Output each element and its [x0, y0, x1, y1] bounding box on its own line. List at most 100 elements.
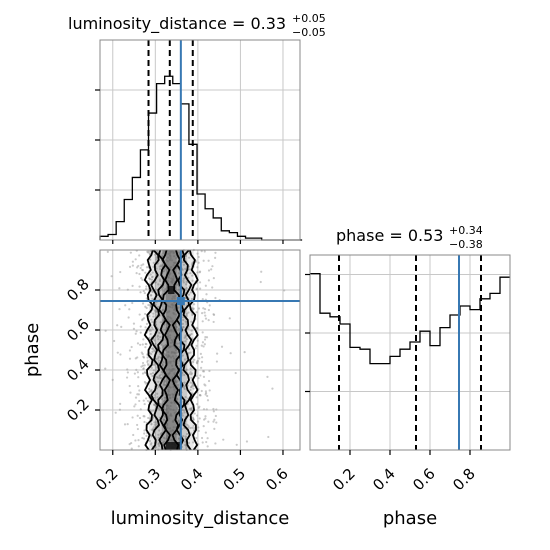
- scatter-point: [141, 318, 144, 321]
- scatter-point: [243, 350, 246, 354]
- scatter-point: [207, 269, 211, 272]
- scatter-point: [154, 288, 157, 291]
- scatter-point: [191, 313, 194, 317]
- scatter-point: [131, 416, 134, 419]
- scatter-point: [166, 256, 170, 259]
- scatter-point: [182, 260, 185, 264]
- scatter-point: [182, 279, 185, 282]
- scatter-point: [169, 305, 172, 308]
- scatter-point: [157, 385, 161, 388]
- scatter-point: [130, 345, 133, 349]
- scatter-point: [171, 429, 174, 432]
- scatter-point: [162, 361, 165, 364]
- scatter-point: [170, 329, 173, 332]
- scatter-point: [166, 424, 169, 427]
- scatter-point: [177, 272, 181, 275]
- scatter-point: [138, 272, 141, 276]
- scatter-point: [189, 291, 192, 294]
- scatter-point: [182, 263, 185, 266]
- scatter-point: [136, 427, 140, 431]
- scatter-point: [166, 404, 169, 407]
- scatter-point: [215, 360, 218, 363]
- scatter-point: [169, 250, 173, 254]
- scatter-point: [150, 423, 153, 426]
- scatter-point: [152, 315, 155, 318]
- scatter-point: [169, 334, 172, 337]
- scatter-point: [192, 424, 195, 427]
- scatter-point: [151, 350, 154, 353]
- scatter-point: [195, 311, 198, 314]
- scatter-point: [143, 415, 146, 418]
- scatter-point: [188, 347, 191, 350]
- scatter-point: [204, 417, 207, 420]
- scatter-point: [153, 339, 156, 342]
- scatter-point: [167, 276, 170, 279]
- scatter-point: [149, 258, 152, 261]
- scatter-point: [204, 393, 207, 396]
- contour-0-right: [188, 249, 199, 451]
- scatter-point: [157, 338, 160, 341]
- scatter-point: [151, 271, 154, 274]
- scatter-point: [214, 296, 217, 300]
- scatter-point: [129, 391, 132, 394]
- scatter-point: [116, 324, 119, 327]
- scatter-point: [200, 356, 204, 359]
- scatter-point: [106, 250, 109, 253]
- scatter-point: [164, 354, 167, 357]
- scatter-point: [148, 390, 151, 393]
- scatter-point: [174, 326, 178, 329]
- scatter-point: [172, 275, 175, 278]
- scatter-point: [175, 410, 178, 413]
- contour-1-left: [150, 249, 161, 451]
- scatter-point: [128, 384, 131, 388]
- scatter-point: [134, 357, 137, 360]
- scatter-point: [214, 414, 217, 418]
- scatter-point: [178, 437, 181, 440]
- scatter-point: [161, 252, 165, 255]
- scatter-point: [144, 287, 148, 290]
- scatter-point: [197, 377, 200, 380]
- scatter-point: [167, 355, 170, 358]
- scatter-point: [206, 445, 209, 448]
- scatter-point: [151, 374, 154, 378]
- scatter-point: [173, 255, 176, 258]
- scatter-point: [141, 268, 144, 272]
- scatter-point: [202, 259, 205, 262]
- scatter-point: [142, 263, 145, 266]
- scatter-point: [170, 303, 173, 306]
- scatter-point: [136, 414, 139, 417]
- scatter-point: [168, 393, 172, 396]
- scatter-point: [138, 399, 141, 403]
- scatter-point: [141, 278, 144, 281]
- scatter-point: [189, 351, 192, 354]
- phase-histogram-line: [310, 272, 510, 365]
- scatter-point: [211, 286, 214, 289]
- scatter-point: [193, 427, 196, 430]
- scatter-point: [119, 270, 122, 274]
- scatter-point: [190, 376, 193, 380]
- scatter-point: [143, 402, 146, 406]
- scatter-point: [161, 402, 164, 405]
- scatter-point: [177, 288, 181, 291]
- scatter-point: [208, 389, 211, 392]
- scatter-point: [169, 404, 172, 408]
- scatter-point: [201, 297, 204, 301]
- scatter-point: [160, 343, 163, 346]
- x-tick-label-phase: 0.2: [329, 465, 359, 495]
- scatter-point: [150, 278, 153, 281]
- scatter-point: [172, 264, 175, 267]
- density-band-1: [155, 250, 188, 450]
- scatter-point: [157, 357, 160, 360]
- scatter-point: [171, 367, 174, 371]
- scatter-point: [198, 281, 202, 284]
- contour-1-right: [182, 249, 193, 451]
- scatter-point: [127, 316, 130, 319]
- scatter-point: [110, 275, 113, 278]
- scatter-point: [141, 372, 145, 375]
- scatter-point: [202, 408, 206, 411]
- scatter-point: [200, 311, 204, 315]
- y-tick-label-phase: 0.2: [63, 395, 93, 425]
- scatter-point: [159, 377, 162, 380]
- scatter-point: [147, 387, 151, 390]
- scatter-point: [198, 357, 201, 360]
